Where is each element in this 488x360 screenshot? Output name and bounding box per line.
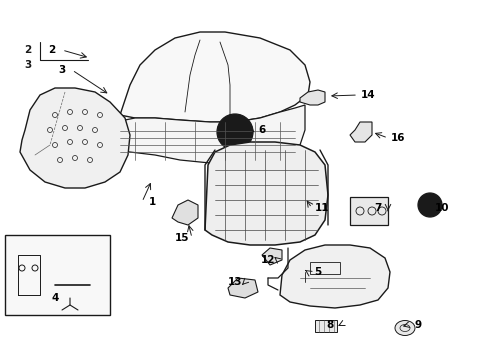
Polygon shape bbox=[262, 248, 282, 265]
Bar bbox=[5, 235, 110, 315]
Text: 11: 11 bbox=[314, 203, 328, 213]
Bar bbox=[309, 262, 339, 274]
Text: 12: 12 bbox=[260, 255, 275, 265]
Circle shape bbox=[217, 114, 252, 150]
Polygon shape bbox=[349, 122, 371, 142]
Circle shape bbox=[230, 128, 239, 136]
Text: 9: 9 bbox=[414, 320, 421, 330]
Polygon shape bbox=[227, 278, 258, 298]
Polygon shape bbox=[204, 142, 327, 245]
Bar bbox=[314, 320, 336, 332]
Circle shape bbox=[417, 193, 441, 217]
Text: 10: 10 bbox=[434, 203, 448, 213]
Text: 16: 16 bbox=[390, 133, 405, 143]
Polygon shape bbox=[110, 105, 305, 163]
Polygon shape bbox=[120, 32, 309, 122]
Polygon shape bbox=[20, 88, 130, 188]
Text: 3: 3 bbox=[24, 60, 32, 70]
Text: 5: 5 bbox=[314, 267, 321, 277]
Text: 4: 4 bbox=[51, 293, 59, 303]
Text: 8: 8 bbox=[325, 320, 333, 330]
Text: 2: 2 bbox=[24, 45, 32, 55]
Bar bbox=[349, 197, 387, 225]
Text: 6: 6 bbox=[258, 125, 265, 135]
Text: 2: 2 bbox=[48, 45, 56, 55]
Polygon shape bbox=[172, 200, 198, 225]
Polygon shape bbox=[280, 245, 389, 308]
Polygon shape bbox=[299, 90, 325, 105]
Text: 1: 1 bbox=[148, 197, 155, 207]
Text: 15: 15 bbox=[174, 233, 189, 243]
Text: 14: 14 bbox=[360, 90, 375, 100]
Ellipse shape bbox=[394, 320, 414, 336]
Text: 7: 7 bbox=[373, 203, 381, 213]
Text: 13: 13 bbox=[227, 277, 242, 287]
Text: 3: 3 bbox=[58, 65, 65, 75]
